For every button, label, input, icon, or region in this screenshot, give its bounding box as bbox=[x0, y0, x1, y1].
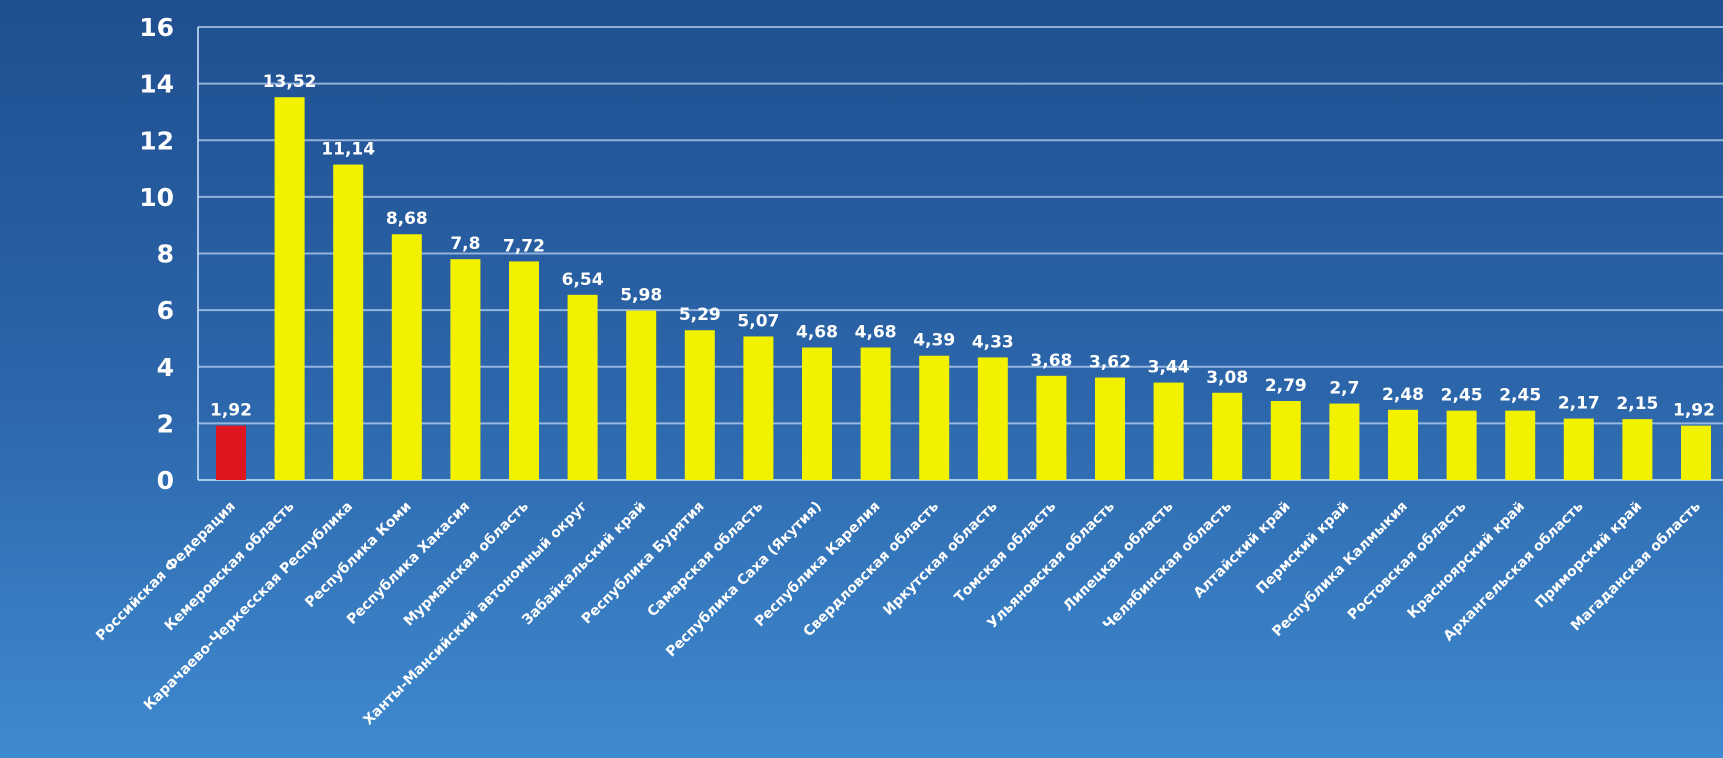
data-label: 4,68 bbox=[855, 322, 897, 342]
y-tick-label: 16 bbox=[139, 13, 174, 42]
bar bbox=[860, 347, 891, 480]
data-label: 2,45 bbox=[1499, 386, 1541, 406]
x-axis-label: Ханты-Мансийский автономный округ bbox=[361, 499, 591, 729]
x-axis-label: Липецкая область bbox=[1060, 498, 1176, 614]
y-tick-label: 10 bbox=[139, 183, 174, 212]
data-label: 11,14 bbox=[321, 140, 375, 160]
bar bbox=[391, 234, 422, 480]
bar bbox=[977, 357, 1008, 480]
y-tick-label: 6 bbox=[157, 296, 174, 325]
bar bbox=[626, 310, 657, 480]
y-tick-label: 14 bbox=[139, 70, 174, 99]
highlighted-bar bbox=[216, 425, 246, 480]
data-label: 2,17 bbox=[1558, 394, 1600, 414]
bar bbox=[1505, 410, 1536, 480]
bar bbox=[1446, 410, 1477, 480]
x-axis-label: Забайкальский край bbox=[519, 499, 649, 629]
y-tick-label: 4 bbox=[157, 353, 174, 382]
x-axis-label: Приморский край bbox=[1532, 499, 1645, 612]
y-tick-label: 12 bbox=[139, 126, 174, 155]
bar bbox=[1329, 403, 1360, 480]
data-label: 4,68 bbox=[796, 322, 838, 342]
data-label: 3,62 bbox=[1089, 353, 1131, 373]
data-label: 1,92 bbox=[210, 401, 252, 421]
x-axis-label: Республика Хакасия bbox=[344, 499, 473, 628]
data-label: 5,29 bbox=[679, 305, 721, 325]
data-labels: 1,92 13,52 11,14 8,68 7,8 7,72 6,54 5,98 5,29 5,0… bbox=[210, 72, 1715, 420]
data-label: 4,39 bbox=[913, 331, 955, 351]
bar bbox=[1212, 392, 1243, 480]
bar bbox=[274, 97, 305, 480]
x-axis-label: Республика Коми bbox=[302, 499, 414, 611]
x-axis-label: Карачаево-Черкесская Республика bbox=[141, 499, 356, 714]
bar bbox=[333, 164, 364, 480]
x-axis-label: Мурманская область bbox=[401, 498, 532, 629]
data-label: 2,7 bbox=[1329, 379, 1359, 399]
data-label: 2,15 bbox=[1616, 394, 1658, 414]
data-label: 7,72 bbox=[503, 236, 545, 256]
gridlines bbox=[198, 26, 1723, 481]
bar bbox=[1095, 377, 1125, 480]
x-axis-label: Красноярский край bbox=[1405, 499, 1528, 622]
bar bbox=[1681, 425, 1711, 480]
axes: 0 2 4 6 8 10 12 14 16 bbox=[139, 13, 199, 495]
data-label: 2,48 bbox=[1382, 385, 1424, 405]
data-label: 7,8 bbox=[450, 234, 480, 254]
x-axis-label: Республика Бурятия bbox=[579, 499, 708, 628]
data-label: 2,45 bbox=[1441, 386, 1483, 406]
data-label: 8,68 bbox=[386, 209, 428, 229]
bar bbox=[1563, 418, 1594, 480]
bar bbox=[743, 336, 774, 480]
x-axis-label: Томская область bbox=[952, 498, 1060, 606]
y-tick-label: 0 bbox=[157, 466, 174, 495]
data-label: 5,07 bbox=[737, 311, 779, 331]
bar bbox=[1622, 419, 1653, 480]
data-label: 3,68 bbox=[1030, 351, 1072, 371]
bar bbox=[1036, 375, 1067, 480]
bar bbox=[567, 294, 598, 480]
bar bbox=[1388, 409, 1418, 480]
data-label: 4,33 bbox=[972, 332, 1014, 352]
data-label: 6,54 bbox=[562, 270, 604, 290]
x-axis-label: Алтайский край bbox=[1191, 499, 1294, 602]
x-axis-label: Самарская область bbox=[645, 498, 767, 620]
data-label: 1,92 bbox=[1673, 401, 1715, 421]
data-label: 2,79 bbox=[1265, 376, 1307, 396]
bar bbox=[509, 261, 539, 480]
data-label: 13,52 bbox=[263, 72, 317, 92]
y-tick-label: 2 bbox=[157, 409, 174, 438]
x-axis-label: Ростовская область bbox=[1345, 498, 1470, 623]
bars bbox=[216, 97, 1711, 480]
y-tick-label: 8 bbox=[157, 240, 174, 269]
bar bbox=[684, 330, 715, 480]
data-label: 3,44 bbox=[1148, 358, 1190, 378]
data-label: 3,08 bbox=[1206, 368, 1248, 388]
bar bbox=[1153, 382, 1184, 480]
bar bbox=[1270, 401, 1301, 480]
bar bbox=[450, 259, 481, 480]
bar bbox=[919, 355, 950, 480]
bar bbox=[802, 347, 832, 480]
data-label: 5,98 bbox=[620, 286, 662, 306]
x-axis-label: Иркутская область bbox=[880, 498, 1000, 618]
